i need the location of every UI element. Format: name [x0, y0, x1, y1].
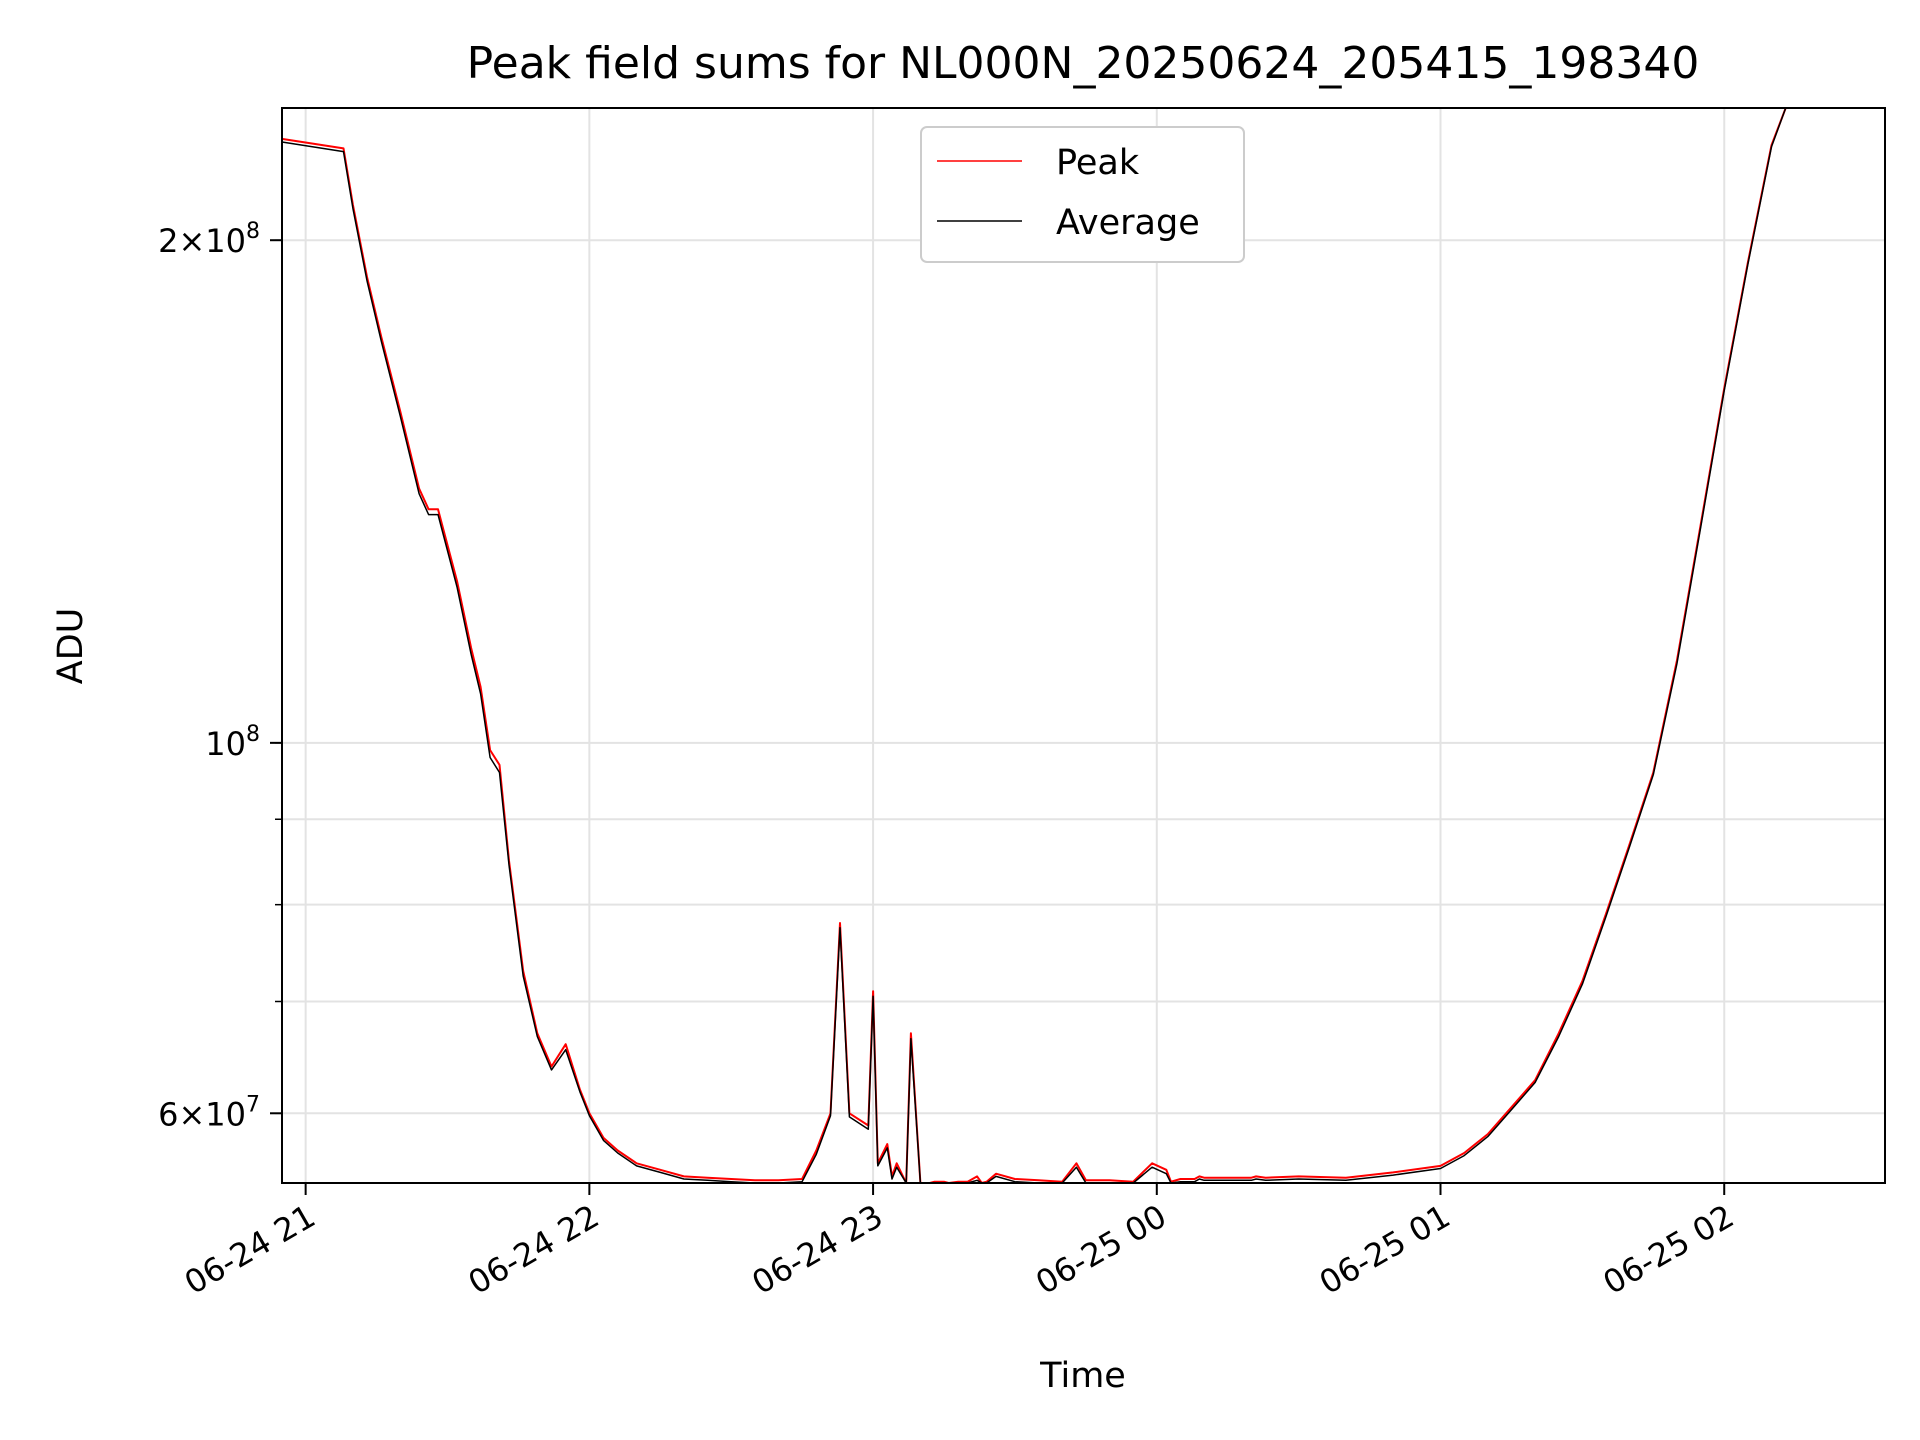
series-line-average [281, 107, 1800, 1184]
legend: Peak Average [920, 126, 1245, 263]
x-axis-ticks: 06-24 21 06-24 22 06-24 23 06-25 00 06-25 01… [178, 1183, 1740, 1302]
x-tick-label: 06-25 02 [1597, 1197, 1741, 1302]
y-axis-label: ADU [51, 608, 91, 685]
chart-title: Peak field sums for NL000N_20250624_2054… [467, 38, 1700, 89]
y-axis-ticks: 6×107 108 2×108 [158, 219, 282, 1133]
legend-peak-label: Peak [1056, 143, 1140, 183]
x-tick-label: 06-25 01 [1313, 1197, 1457, 1302]
x-axis-label: Time [1039, 1356, 1126, 1396]
grid-lines [282, 108, 1885, 1183]
x-tick-label: 06-24 23 [745, 1197, 889, 1302]
x-tick-label: 06-24 22 [462, 1197, 606, 1302]
series-line-peak [281, 107, 1800, 1184]
legend-average-label: Average [1056, 203, 1200, 243]
x-tick-label: 06-25 00 [1029, 1197, 1173, 1302]
y-tick-label: 2×108 [158, 219, 260, 260]
y-tick-label: 6×107 [158, 1092, 260, 1133]
y-tick-label: 108 [205, 722, 260, 763]
series-lines [281, 107, 1800, 1184]
plot-frame [281, 107, 1886, 1184]
x-tick-label: 06-24 21 [178, 1197, 322, 1302]
